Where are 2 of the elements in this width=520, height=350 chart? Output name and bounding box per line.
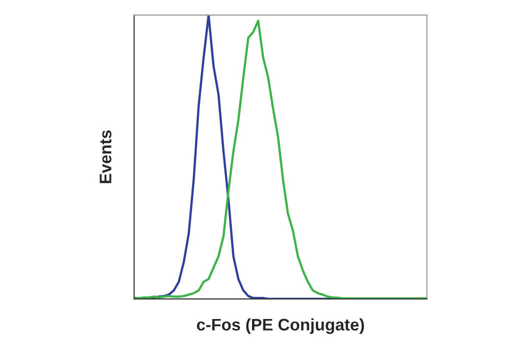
x-axis-title: c-Fos (PE Conjugate)	[196, 318, 364, 334]
y-axis-title: Events	[100, 130, 112, 184]
